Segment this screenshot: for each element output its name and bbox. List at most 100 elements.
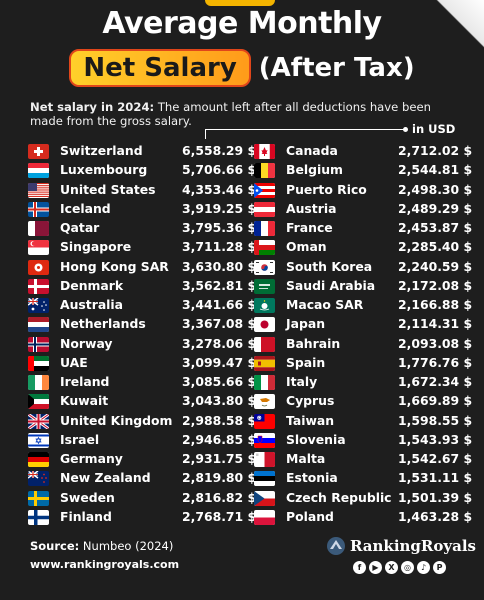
brand-logo-icon	[327, 537, 345, 555]
salary-value: 1,542.67 $	[398, 451, 473, 466]
description: Net salary in 2024: The amount left afte…	[30, 100, 460, 128]
country-name: Estonia	[286, 470, 338, 486]
pinterest-icon[interactable]: P	[433, 561, 446, 574]
country-name: South Korea	[286, 258, 373, 274]
flag-qa-icon	[28, 221, 49, 236]
salary-value: 3,441.66 $	[182, 297, 257, 312]
table-row: Cyprus 1,669.89 $	[254, 392, 484, 411]
salary-value: 2,114.31 $	[398, 316, 473, 332]
table-row: Austria 2,489.29 $	[254, 200, 484, 219]
table-row: Saudi Arabia 2,172.08 $	[254, 277, 484, 296]
country-name: Australia	[60, 297, 124, 312]
table-row: Poland 1,463.28 $	[254, 508, 484, 527]
table-row: Australia 3,441.66 $	[28, 296, 258, 315]
flag-cy-icon	[254, 394, 275, 410]
source: Source: Numbeo (2024)	[30, 539, 173, 553]
country-name: Norway	[60, 335, 113, 351]
table-row: New Zealand 2,819.80 $	[28, 469, 258, 488]
salary-value: 3,278.06 $	[182, 335, 257, 351]
country-name: Israel	[60, 431, 100, 447]
flag-nl-icon	[28, 317, 49, 333]
top-tab	[205, 0, 275, 6]
title-highlight: Net Salary	[69, 49, 251, 87]
flag-gb-icon	[28, 413, 49, 429]
table-row: Spain 1,776.76 $	[254, 354, 484, 373]
salary-value: 1,669.89 $	[398, 393, 473, 409]
table-row: Belgium 2,544.81 $	[254, 161, 484, 180]
table-row: Qatar 3,795.36 $	[28, 219, 258, 238]
salary-value: 5,706.66 $	[182, 162, 257, 178]
flag-at-icon	[254, 201, 275, 217]
flag-lu-icon	[28, 163, 49, 179]
title-row: Net Salary (After Tax)	[0, 48, 484, 88]
salary-value: 1,598.55 $	[398, 412, 473, 428]
table-row: Israel 2,946.85 $	[28, 431, 258, 450]
country-name: United Kingdom	[60, 412, 173, 428]
table-row: Bahrain 2,093.08 $	[254, 335, 484, 354]
table-row: Oman 2,285.40 $	[254, 238, 484, 257]
flag-sg-icon	[28, 240, 49, 256]
table-row: Norway 3,278.06 $	[28, 335, 258, 354]
country-name: Iceland	[60, 200, 111, 216]
country-name: Czech Republic	[286, 489, 392, 505]
description-lead: Net salary in 2024:	[30, 100, 155, 114]
table-row: Singapore 3,711.28 $	[28, 238, 258, 257]
salary-value: 2,544.81 $	[398, 162, 473, 178]
flag-sa-icon	[254, 278, 275, 294]
salary-value: 2,489.29 $	[398, 200, 473, 216]
country-name: Cyprus	[286, 393, 335, 409]
salary-value: 2,093.08 $	[398, 335, 473, 351]
description-text: The amount left after all deductions hav…	[30, 100, 431, 128]
brand: RankingRoyals	[326, 536, 476, 556]
table-row: Ireland 3,085.66 $	[28, 373, 258, 392]
salary-value: 3,043.80 $	[182, 393, 257, 409]
table-row: Czech Republic 1,501.39 $	[254, 489, 484, 508]
flag-pl-icon	[254, 509, 275, 525]
flag-mo-icon	[254, 298, 275, 313]
x-icon[interactable]: X	[385, 561, 398, 574]
country-name: Singapore	[60, 239, 132, 255]
youtube-icon[interactable]: ▶	[369, 561, 382, 574]
flag-bh-icon	[254, 336, 275, 352]
table-row: Canada 2,712.02 $	[254, 142, 484, 161]
salary-value: 3,085.66 $	[182, 374, 257, 389]
flag-jp-icon	[254, 317, 275, 333]
country-name: Ireland	[60, 374, 110, 389]
flag-de-icon	[28, 452, 49, 467]
flag-us-icon	[28, 182, 49, 198]
website-link[interactable]: www.rankingroyals.com	[30, 558, 180, 571]
country-name: France	[286, 220, 333, 235]
salary-value: 3,367.08 $	[182, 316, 257, 332]
title-line-2: (After Tax)	[258, 53, 415, 83]
instagram-icon[interactable]: ◎	[401, 561, 414, 574]
country-name: UAE	[60, 354, 88, 370]
flag-ch-icon	[28, 144, 49, 159]
unit-divider	[205, 129, 405, 130]
flag-fi-icon	[28, 509, 49, 525]
flag-kw-icon	[28, 394, 49, 410]
country-name: Finland	[60, 508, 112, 524]
country-name: Germany	[60, 451, 123, 466]
salary-value: 1,463.28 $	[398, 508, 473, 524]
country-name: Saudi Arabia	[286, 277, 376, 293]
table-row: South Korea 2,240.59 $	[254, 258, 484, 277]
table-row: Luxembourg 5,706.66 $	[28, 161, 258, 180]
table-row: Iceland 3,919.25 $	[28, 200, 258, 219]
salary-value: 3,630.80 $	[182, 258, 257, 274]
country-name: Luxembourg	[60, 162, 148, 178]
country-name: United States	[60, 181, 156, 197]
table-row: France 2,453.87 $	[254, 219, 484, 238]
salary-value: 1,776.76 $	[398, 354, 473, 370]
flag-se-icon	[28, 490, 49, 506]
country-name: Canada	[286, 143, 338, 158]
country-name: Italy	[286, 374, 318, 389]
tiktok-icon[interactable]: ♪	[417, 561, 430, 574]
table-row: UAE 3,099.47 $	[28, 354, 258, 373]
flag-pr-icon	[254, 182, 275, 198]
country-name: Sweden	[60, 489, 115, 505]
salary-value: 3,919.25 $	[182, 200, 257, 216]
table-row: Finland 2,768.71 $	[28, 508, 258, 527]
country-name: Netherlands	[60, 316, 146, 332]
facebook-icon[interactable]: f	[353, 561, 366, 574]
